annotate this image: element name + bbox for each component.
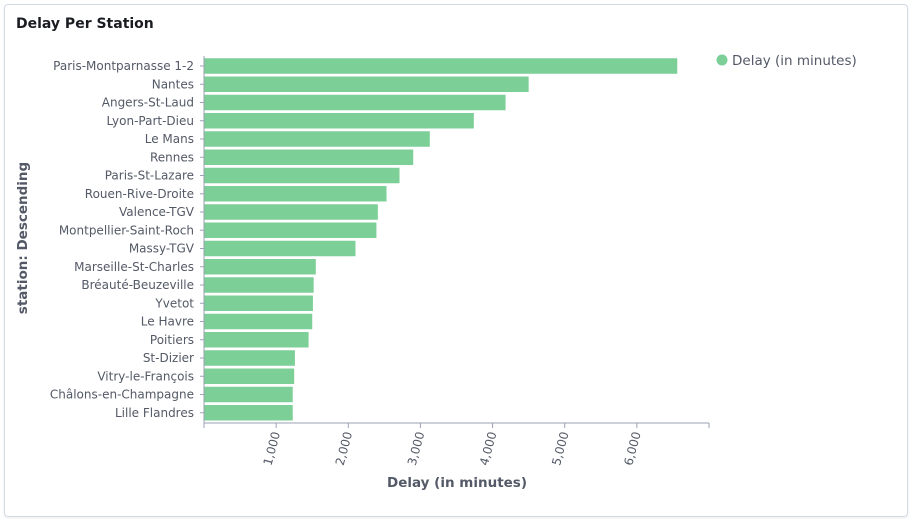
bars-layer [204,58,678,421]
bar[interactable] [204,277,314,293]
y-tick-label: Vitry-le-François [97,369,194,383]
y-tick-label: Bréauté-Beuzeville [81,278,194,292]
y-tick-label: Yvetot [154,296,194,310]
y-tick-label: Paris-St-Lazare [105,169,194,183]
bar[interactable] [204,350,295,366]
x-tick-label: 4,000 [477,430,499,467]
bar[interactable] [204,167,400,184]
y-tick-label: Angers-St-Laud [102,96,194,110]
y-tick-label: Le Havre [141,315,194,329]
x-tick-label: 5,000 [549,430,571,467]
y-tick-label: Lille Flandres [115,406,194,420]
y-axis-title: station: Descending [15,162,31,314]
y-axis: Paris-Montparnasse 1-2 Nantes Angers-St-La… [50,56,205,423]
y-tick-label: Rennes [150,150,194,164]
y-tick-label: Rouen-Rive-Droite [85,187,194,201]
bar[interactable] [204,204,378,220]
y-tick-label: Marseille-St-Charles [74,260,194,274]
x-tick-label: 1,000 [261,430,283,467]
y-tick-label: Châlons-en-Champagne [50,388,194,402]
y-tick-label: Lyon-Part-Dieu [106,114,194,128]
x-tick-label: 6,000 [621,430,643,467]
y-tick-label: Valence-TGV [119,205,195,219]
bar[interactable] [204,58,678,74]
y-tick-label: St-Dizier [143,351,194,365]
bar[interactable] [204,131,430,147]
legend[interactable]: Delay (in minutes) [716,53,857,69]
bar[interactable] [204,259,316,275]
y-tick-label: Poitiers [150,333,194,347]
x-axis-title: Delay (in minutes) [387,475,527,491]
bar[interactable] [204,113,474,129]
legend-swatch [716,54,728,66]
bar[interactable] [204,368,295,385]
y-tick-label: Massy-TGV [129,242,195,256]
x-axis: 1,000 2,000 3,000 4,000 5,000 6,000 [203,422,710,467]
y-tick-label: Montpellier-Saint-Roch [59,223,194,237]
bar[interactable] [204,386,293,403]
bar[interactable] [204,295,313,312]
y-tick-label: Nantes [152,77,194,91]
bar[interactable] [204,240,356,257]
y-tick-label: Paris-Montparnasse 1-2 [53,59,194,73]
panel-title: Delay Per Station [16,16,154,32]
x-tick-label: 3,000 [405,430,427,467]
bar[interactable] [204,186,387,202]
x-tick-label: 2,000 [333,430,355,467]
bar[interactable] [204,94,506,111]
bar[interactable] [204,222,377,239]
bar[interactable] [204,313,313,330]
bar[interactable] [204,332,309,348]
legend-item-label[interactable]: Delay (in minutes) [732,53,857,69]
bar[interactable] [204,405,293,421]
y-tick-label: Le Mans [145,132,194,146]
bar[interactable] [204,76,529,93]
bar[interactable] [204,149,414,166]
